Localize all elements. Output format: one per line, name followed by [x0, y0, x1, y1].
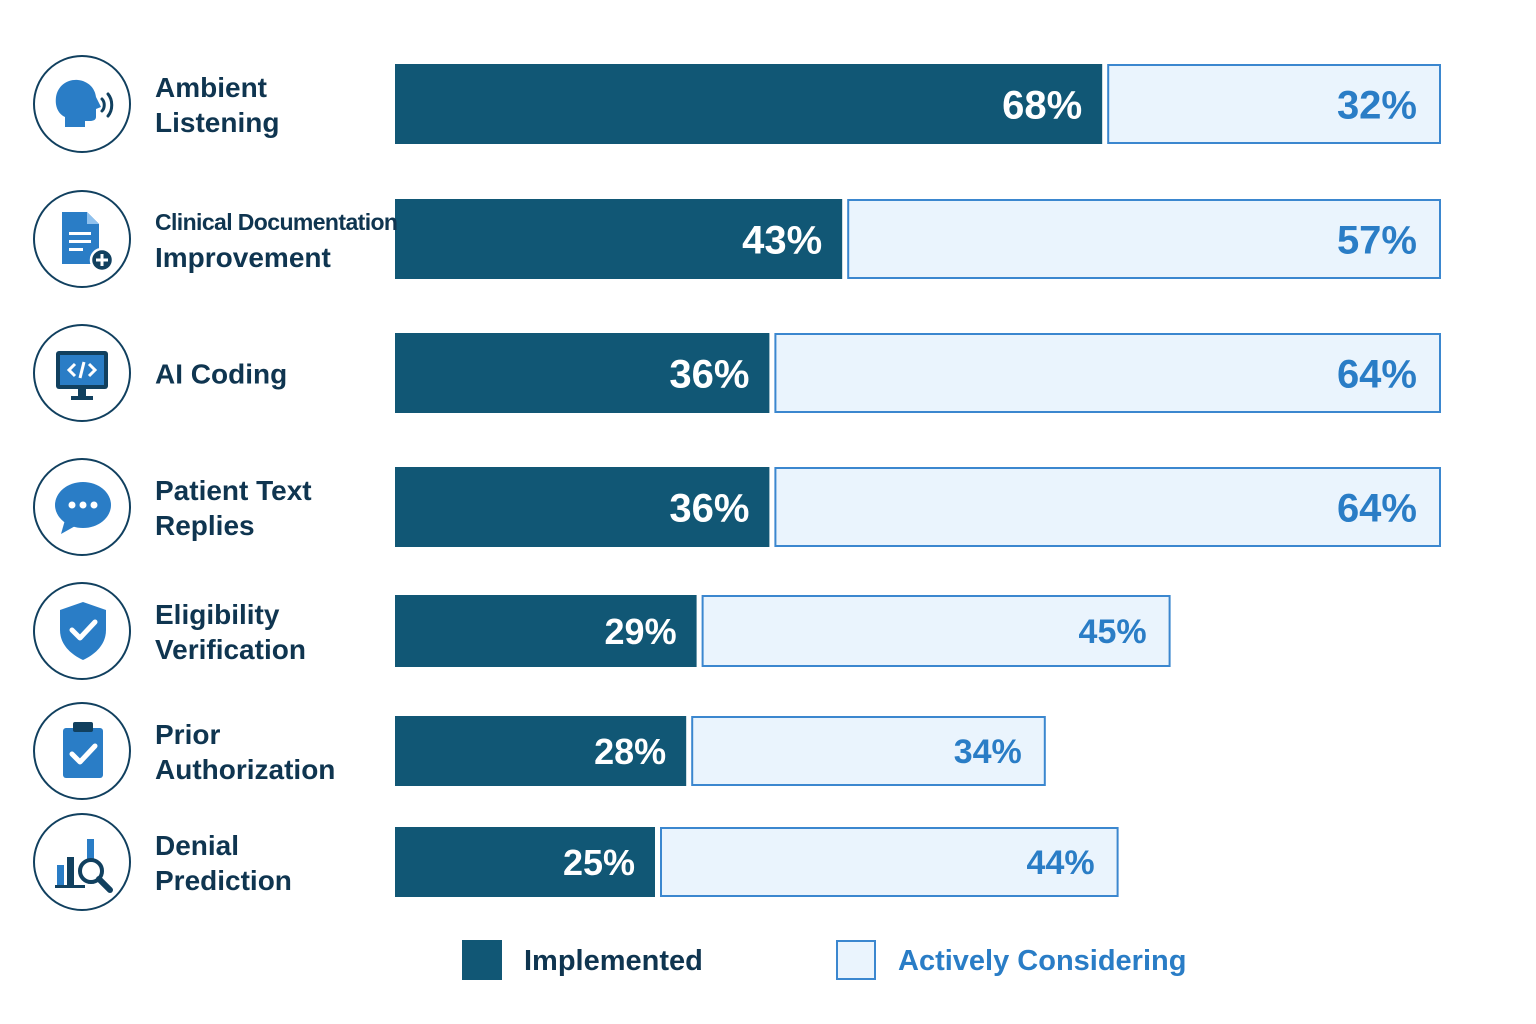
category-label-3: Patient Text Replies	[155, 475, 312, 541]
data-label-implemented-4: 29%	[605, 611, 677, 652]
data-label-considering-0: 32%	[1337, 83, 1417, 127]
bar-considering-6	[660, 827, 1119, 897]
data-label-considering-4: 45%	[1079, 613, 1147, 651]
category-label-6: Denial Prediction	[155, 830, 292, 896]
data-label-implemented-3: 36%	[669, 486, 749, 530]
category-label-1: Clinical Documentation Improvement	[155, 209, 398, 273]
bar-implemented-1	[395, 199, 843, 279]
data-label-implemented-2: 36%	[669, 352, 749, 396]
bar-considering-2	[774, 333, 1441, 413]
category-label-2: AI Coding	[155, 358, 288, 390]
data-label-considering-5: 34%	[954, 733, 1022, 771]
icon-circle-2	[33, 324, 131, 422]
icon-circle-6	[33, 813, 131, 911]
category-label-0: Ambient Listening	[155, 72, 280, 138]
bar-considering-5	[691, 716, 1046, 786]
chart-magnifier-icon	[55, 839, 113, 893]
icon-circle-0	[33, 55, 131, 153]
icon-circle-5	[33, 702, 131, 800]
bar-implemented-6	[395, 827, 655, 897]
bar-implemented-0	[395, 64, 1103, 144]
legend-label-considering: Actively Considering	[898, 945, 1187, 977]
shield-check-icon	[60, 602, 106, 660]
legend-label-implemented: Implemented	[524, 945, 703, 977]
data-label-implemented-5: 28%	[594, 731, 666, 772]
category-label-5: Prior Authorization	[155, 719, 336, 785]
code-monitor-icon	[56, 351, 108, 400]
bar-implemented-4	[395, 595, 697, 667]
speaking-head-icon	[55, 79, 114, 127]
data-label-implemented-0: 68%	[1002, 83, 1082, 127]
data-label-considering-1: 57%	[1337, 218, 1417, 262]
data-label-implemented-1: 43%	[742, 218, 822, 262]
icon-circle-1	[33, 190, 131, 288]
bar-implemented-3	[395, 467, 770, 547]
icon-circle-3	[33, 458, 131, 556]
bar-implemented-2	[395, 333, 770, 413]
chat-bubble-icon	[55, 482, 111, 534]
legend-swatch-considering	[836, 940, 876, 980]
data-label-considering-6: 44%	[1027, 844, 1095, 882]
data-label-implemented-6: 25%	[563, 842, 635, 883]
bar-considering-4	[701, 595, 1171, 667]
icon-circle-4	[33, 582, 131, 680]
bar-considering-1	[847, 199, 1441, 279]
data-label-considering-3: 64%	[1337, 486, 1417, 530]
data-label-considering-2: 64%	[1337, 352, 1417, 396]
bar-considering-3	[774, 467, 1441, 547]
category-label-4: Eligibility Verification	[155, 599, 306, 665]
legend-swatch-implemented	[462, 940, 502, 980]
clipboard-check-icon	[63, 722, 103, 778]
document-plus-icon	[62, 212, 115, 273]
bar-implemented-5	[395, 716, 687, 786]
bar-considering-0	[1107, 64, 1441, 144]
